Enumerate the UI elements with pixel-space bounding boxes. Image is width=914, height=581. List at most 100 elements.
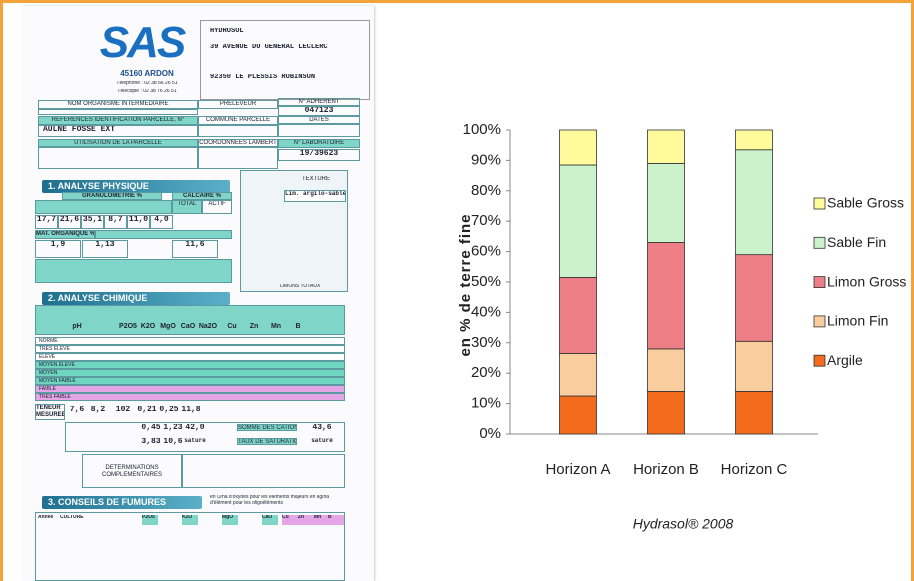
column-header: B: [328, 515, 344, 525]
value: 8,7: [104, 215, 127, 229]
y-tick-label: 40%: [471, 303, 501, 320]
cell: NOM ORGANISME INTERMEDIAIRE: [38, 100, 198, 109]
value: saturé: [184, 438, 206, 450]
cell: [38, 109, 198, 115]
value: 3,83: [140, 438, 162, 450]
legend-swatch: [814, 277, 825, 288]
y-tick-label: 30%: [471, 334, 501, 351]
column-header: pH: [64, 323, 90, 333]
column-header: Zn: [244, 323, 264, 333]
address-line: 39 AVENUE DU GENERAL LECLERC: [210, 44, 365, 54]
column-header: K2O: [138, 323, 158, 333]
banner: 3. CONSEILS DE FUMURES: [42, 496, 202, 509]
column-header: Zn: [298, 515, 314, 525]
column-header: CaO: [262, 515, 278, 525]
page: 0%10%20%30%40%50%60%70%80%90%100%en % de…: [0, 0, 914, 581]
y-tick-label: 100%: [463, 121, 501, 138]
cell: [95, 230, 232, 239]
legend-label: Argile: [827, 352, 863, 368]
bar-segment: [560, 396, 597, 434]
note: en U/ha d'oxydes pour les éléments majeu…: [210, 495, 350, 511]
cell: COORDONNEES LAMBERT: [198, 139, 278, 147]
column-header: Na2O: [198, 323, 218, 333]
column-header: B: [288, 323, 308, 333]
row: FAIBLE: [35, 385, 345, 393]
x-tick-label: Horizon C: [721, 461, 788, 478]
value: 11,0: [127, 215, 150, 229]
texture-value: Lim. argilo-sableux: [284, 190, 346, 202]
cell: CALCAIRE %: [172, 192, 232, 200]
value: 35,1: [81, 215, 104, 229]
value: 1,23: [162, 424, 184, 436]
value: 4,0: [150, 215, 173, 229]
bar-segment: [648, 130, 685, 163]
cell: [198, 147, 278, 169]
y-tick-label: 0%: [479, 425, 501, 442]
y-tick-label: 50%: [471, 273, 501, 290]
value: 102: [112, 406, 134, 418]
label: SOMME DES CATIONS: [237, 424, 297, 431]
value: 1,13: [82, 240, 128, 258]
cell: [38, 147, 198, 169]
bar-segment: [560, 165, 597, 277]
legend-swatch: [814, 316, 825, 327]
cell: [35, 200, 172, 214]
row: MOYEN: [35, 369, 345, 377]
y-tick-label: 90%: [471, 151, 501, 168]
bar-segment: [736, 341, 773, 391]
bar-segment: [560, 130, 597, 165]
column-header: CaO: [178, 323, 198, 333]
cell: [182, 454, 345, 488]
legend-label: Sable Gross: [827, 195, 904, 211]
bar-segment: [736, 130, 773, 150]
y-tick-label: 80%: [471, 182, 501, 199]
legend-label: Sable Fin: [827, 234, 886, 250]
bar-segment: [648, 391, 685, 434]
value: 0,25: [158, 406, 180, 418]
cell: [198, 125, 278, 137]
x-tick-label: Horizon A: [545, 461, 610, 478]
logo-fax: Télécopie : 02 38 76 26 51: [92, 89, 202, 97]
banner: 2. ANALYSE CHIMIQUE: [42, 292, 230, 305]
value: 11,6: [172, 240, 218, 258]
cell: MAT. ORGANIQUE %: [35, 230, 95, 239]
column-header: K2O: [182, 515, 198, 525]
address-line: 92350 LE PLESSIS ROBINSON: [210, 74, 365, 84]
row: MOYEN ELEVE: [35, 361, 345, 369]
legend-swatch: [814, 198, 825, 209]
cell: N° ADHERENT: [278, 98, 360, 106]
row: NORME: [35, 337, 345, 345]
value: 17,7: [35, 215, 58, 229]
cell: TOTAL: [172, 200, 202, 214]
bar-segment: [648, 349, 685, 392]
value: 0,45: [140, 424, 162, 436]
cell-value: AULNE FOSSE EXT: [38, 125, 198, 137]
y-tick-label: 70%: [471, 212, 501, 229]
cell: UTILISATION DE LA PARCELLE: [38, 139, 198, 147]
bar-segment: [736, 391, 773, 434]
value: saturé: [307, 438, 337, 450]
column-header: MgO: [222, 515, 238, 525]
y-tick-label: 10%: [471, 395, 501, 412]
row: ELEVE: [35, 353, 345, 361]
cell: REFERENCES IDENTIFICATION PARCELLE, N°: [38, 116, 198, 125]
value: 11,8: [180, 406, 202, 418]
cell: TENEUR MESUREE: [35, 404, 65, 420]
legend-label: Limon Fin: [827, 313, 888, 329]
cell: [278, 124, 360, 137]
bar-segment: [736, 150, 773, 255]
column-header: CULTURE: [60, 515, 100, 525]
label: LIMONS TOTAUX: [280, 284, 340, 291]
cell: N° LABORATOIRE: [278, 139, 360, 148]
label: TAUX DE SATURATION: [237, 438, 297, 445]
column-header: P2O5: [142, 515, 158, 525]
logo-address: 45160 ARDON: [92, 70, 202, 80]
legend-swatch: [814, 237, 825, 248]
cell: ACTIF: [202, 200, 232, 214]
row: TRES ELEVE: [35, 345, 345, 353]
address-line: HYDROSOL: [210, 28, 365, 38]
bar-segment: [560, 353, 597, 396]
legend-swatch: [814, 355, 825, 366]
cell: DATES: [278, 116, 360, 124]
cell: PRELEVEUR: [198, 100, 278, 109]
